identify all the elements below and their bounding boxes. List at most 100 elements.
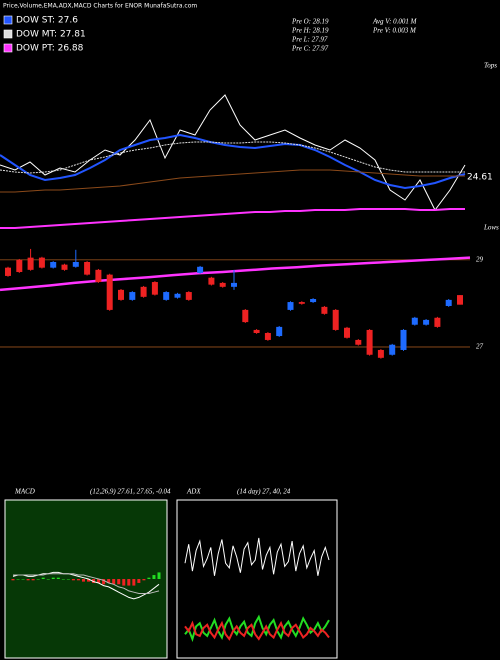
candle-body (377, 349, 384, 358)
stat: Pre L: 27.97 (291, 36, 328, 44)
histogram-bar (36, 579, 40, 580)
candle-body (276, 326, 283, 337)
candle-body (253, 329, 260, 333)
candle-body (197, 266, 204, 273)
series-line (13, 573, 160, 594)
histogram-bar (102, 579, 106, 585)
candle-body (310, 299, 317, 303)
legend-swatch (3, 43, 13, 53)
candle-body (163, 292, 170, 300)
series-line (0, 133, 466, 190)
histogram-bar (76, 579, 80, 581)
candle-body (151, 282, 158, 295)
histogram-bar (112, 579, 116, 585)
panel-title: ADX (186, 488, 201, 496)
histogram-bar (66, 579, 70, 580)
panel-title: MACD (14, 488, 35, 496)
candle-body (50, 262, 57, 268)
histogram-bar (46, 579, 50, 580)
candle-body (332, 309, 339, 330)
candle-body (129, 292, 136, 300)
candle-body (38, 257, 45, 268)
page-title: Price,Volume,EMA,ADX,MACD Charts for ENO… (3, 3, 197, 10)
series-line (0, 141, 465, 174)
histogram-bar (21, 579, 25, 580)
y-tick-label: 29 (476, 255, 484, 263)
series-line (0, 208, 465, 229)
histogram-bar (71, 579, 75, 581)
candle-body (400, 329, 407, 350)
candle-body (411, 317, 418, 325)
legend-label: DOW MT: 27.81 (16, 30, 86, 40)
histogram-bar (87, 579, 91, 582)
panel-subtitle: (12,26,9) 27.61, 27.65, -0.04 (90, 488, 171, 496)
histogram-bar (56, 577, 60, 579)
candle-body (423, 319, 430, 325)
candle-body (118, 289, 124, 300)
candle-body (344, 327, 350, 338)
tops-label: Tops (484, 62, 497, 70)
histogram-bar (41, 577, 45, 579)
series-line (184, 620, 330, 641)
histogram-bar (107, 579, 111, 583)
stat: Pre C: 27.97 (291, 45, 329, 53)
candle-body (366, 329, 373, 355)
histogram-bar (31, 579, 35, 581)
histogram-bar (147, 577, 151, 579)
series-line (0, 256, 471, 292)
candle-body (84, 262, 91, 275)
histogram-bar (61, 579, 65, 580)
candle-body (219, 282, 226, 287)
candle-body (61, 264, 68, 270)
stat: Pre H: 28.19 (291, 27, 329, 35)
candle-body (174, 293, 181, 298)
candle-body (208, 277, 215, 285)
series-line (184, 614, 330, 643)
candle-body (434, 317, 441, 327)
stat: Avg V: 0.001 M (372, 18, 418, 26)
candle-body (321, 306, 328, 314)
candle-body (140, 286, 147, 297)
series-line (184, 537, 330, 576)
candle-body (355, 339, 362, 345)
histogram-bar (132, 579, 136, 586)
legend-swatch (3, 29, 13, 39)
stat: Pre V: 0.003 M (372, 27, 417, 35)
candle-body (72, 262, 79, 267)
histogram-bar (92, 579, 96, 583)
y-tick-label: 27 (476, 343, 484, 351)
lows-label: Lows (483, 224, 499, 232)
candle-body (287, 302, 294, 310)
candle-body (445, 299, 452, 306)
histogram-bar (51, 577, 55, 579)
candle-body (457, 295, 463, 305)
candle-body (231, 282, 237, 287)
histogram-bar (117, 579, 121, 585)
stat: Pre O: 28.19 (291, 18, 329, 26)
histogram-bar (142, 579, 146, 581)
series-line (0, 169, 465, 193)
legend-label: DOW PT: 26.88 (16, 44, 84, 54)
histogram-bar (152, 575, 156, 579)
histogram-bar (97, 579, 101, 583)
histogram-bar (11, 579, 15, 581)
candle-body (389, 344, 396, 355)
legend-label: DOW ST: 27.6 (16, 16, 78, 26)
panel-subtitle: (14 day) 27, 40, 24 (237, 488, 291, 496)
candle-body (185, 292, 192, 300)
candle-body (298, 302, 305, 304)
candle-body (106, 274, 113, 310)
candle-body (5, 267, 11, 276)
candle-body (264, 332, 271, 340)
histogram-bar (26, 579, 30, 581)
histogram-bar (157, 572, 161, 579)
candle-body (242, 309, 249, 323)
legend-swatch (3, 15, 13, 25)
histogram-bar (127, 579, 131, 586)
candle-body (95, 269, 102, 283)
histogram-bar (16, 579, 20, 580)
candle-body (27, 257, 34, 270)
annotation: 24.61 (467, 173, 493, 183)
histogram-bar (122, 579, 126, 586)
